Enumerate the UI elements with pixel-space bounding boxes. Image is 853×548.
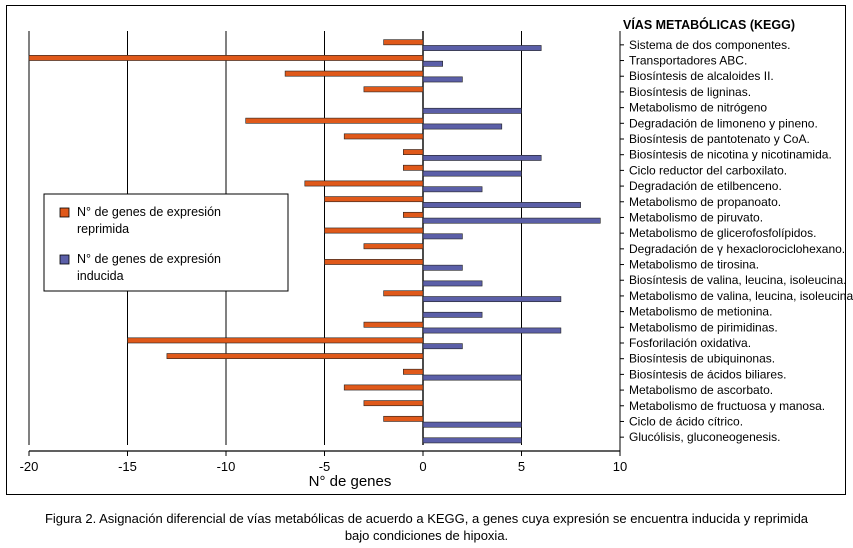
category-label: Metabolismo de tirosina. bbox=[629, 258, 759, 272]
category-label: Degradación de γ hexaclorociclohexano. bbox=[629, 242, 845, 256]
bar-inducida bbox=[422, 296, 562, 303]
figure-caption: Figura 2. Asignación diferencial de vías… bbox=[44, 511, 809, 543]
figure-frame bbox=[6, 5, 846, 495]
bar-reprimida bbox=[324, 259, 424, 265]
category-label: Ciclo reductor del carboxilato. bbox=[629, 163, 787, 177]
bar-reprimida bbox=[383, 39, 424, 46]
bar-inducida bbox=[422, 186, 483, 193]
bar-inducida bbox=[422, 76, 463, 83]
bar-reprimida bbox=[402, 164, 424, 171]
x-tick-label: -5 bbox=[319, 459, 331, 474]
bar-reprimida bbox=[324, 227, 424, 234]
category-label: Metabolismo de glicerofosfolípidos. bbox=[629, 226, 816, 240]
bar-reprimida bbox=[343, 384, 424, 391]
bar-reprimida bbox=[127, 337, 424, 344]
bar-inducida bbox=[422, 327, 562, 334]
bar-inducida bbox=[422, 154, 542, 161]
bar-reprimida bbox=[363, 400, 424, 407]
bar-reprimida bbox=[324, 196, 424, 203]
bar-reprimida bbox=[304, 180, 424, 187]
bar-inducida bbox=[422, 170, 522, 177]
x-tick-label: -15 bbox=[118, 459, 137, 474]
x-tick-label: -20 bbox=[20, 459, 39, 474]
legend-label-inducida: N° de genes de expresión inducida bbox=[77, 252, 221, 283]
bar-reprimida bbox=[383, 415, 424, 422]
category-label: Biosíntesis de ubiquinonas. bbox=[629, 352, 775, 366]
legend-label-reprimida: N° de genes de expresión reprimida bbox=[77, 205, 221, 236]
category-label: Metabolismo de ascorbato. bbox=[629, 383, 773, 397]
bar-reprimida bbox=[363, 243, 424, 250]
x-tick-label: -10 bbox=[217, 459, 236, 474]
bar-inducida bbox=[422, 107, 522, 114]
category-label: Transportadores ABC. bbox=[629, 54, 747, 68]
category-label: Sistema de dos componentes. bbox=[629, 38, 790, 52]
bar-inducida bbox=[422, 264, 463, 271]
category-label: Biosíntesis de valina, leucina, isoleuci… bbox=[629, 273, 846, 287]
x-tick-label: 5 bbox=[518, 459, 525, 474]
category-label: Metabolismo de valina, leucina, isoleuci… bbox=[629, 289, 853, 303]
bar-inducida bbox=[422, 202, 581, 208]
category-label: Metabolismo de pirimidinas. bbox=[629, 320, 778, 334]
x-axis-label: N° de genes bbox=[309, 473, 392, 490]
bar-inducida bbox=[422, 421, 522, 428]
bar-reprimida bbox=[402, 149, 424, 155]
category-label: Fosforilación oxidativa. bbox=[629, 336, 751, 350]
category-label: Degradación de limoneno y pineno. bbox=[629, 116, 818, 130]
bar-inducida bbox=[422, 343, 463, 350]
bar-reprimida bbox=[402, 368, 424, 375]
legend-swatch-inducida bbox=[59, 254, 70, 265]
category-label: Biosíntesis de ligninas. bbox=[629, 85, 751, 99]
category-labels: Sistema de dos componentes. Transportador… bbox=[620, 38, 853, 444]
x-axis: -20 -15 -10 -5 0 5 10 bbox=[20, 31, 627, 474]
x-tick-label: 10 bbox=[613, 459, 627, 474]
category-label: Biosíntesis de nicotina y nicotinamida. bbox=[629, 148, 832, 162]
category-label: Glucólisis, gluconeogenesis. bbox=[629, 430, 780, 444]
bars bbox=[28, 39, 601, 444]
category-label: Metabolismo de nitrógeno bbox=[629, 101, 767, 115]
category-label: Degradación de etilbenceno. bbox=[629, 179, 782, 193]
bar-reprimida bbox=[402, 211, 424, 218]
bar-inducida bbox=[422, 217, 601, 224]
bar-reprimida bbox=[343, 133, 424, 140]
bar-inducida bbox=[422, 233, 463, 240]
bar-reprimida bbox=[363, 86, 424, 93]
legend-swatch-reprimida bbox=[59, 207, 70, 218]
category-label: Metabolismo de fructuosa y manosa. bbox=[629, 399, 825, 413]
bar-inducida bbox=[422, 45, 542, 51]
category-label: Metabolismo de metionina. bbox=[629, 305, 772, 319]
legend: N° de genes de expresión reprimida N° de … bbox=[43, 193, 289, 292]
bar-reprimida bbox=[166, 353, 424, 359]
bar-reprimida bbox=[383, 290, 424, 297]
bar-inducida bbox=[422, 374, 522, 381]
x-tick-label: 0 bbox=[419, 459, 426, 474]
bar-reprimida bbox=[28, 55, 424, 61]
category-label: Biosíntesis de ácidos biliares. bbox=[629, 367, 786, 381]
category-label: Ciclo de ácido cítrico. bbox=[629, 414, 743, 428]
category-label: Biosíntesis de pantotenato y CoA. bbox=[629, 132, 810, 146]
chart-title: VÍAS METABÓLICAS (KEGG) bbox=[623, 17, 795, 32]
bar-inducida bbox=[422, 437, 522, 444]
bar-inducida bbox=[422, 311, 483, 318]
bar-inducida bbox=[422, 60, 444, 67]
legend-box bbox=[43, 193, 289, 292]
category-label: Biosíntesis de alcaloides II. bbox=[629, 69, 774, 83]
category-label: Metabolismo de piruvato. bbox=[629, 210, 763, 224]
bar-reprimida bbox=[363, 321, 424, 328]
bar-reprimida bbox=[245, 117, 424, 124]
category-label: Metabolismo de propanoato. bbox=[629, 195, 781, 209]
bar-reprimida bbox=[284, 70, 424, 77]
bar-inducida bbox=[422, 280, 483, 287]
bar-inducida bbox=[422, 123, 503, 130]
